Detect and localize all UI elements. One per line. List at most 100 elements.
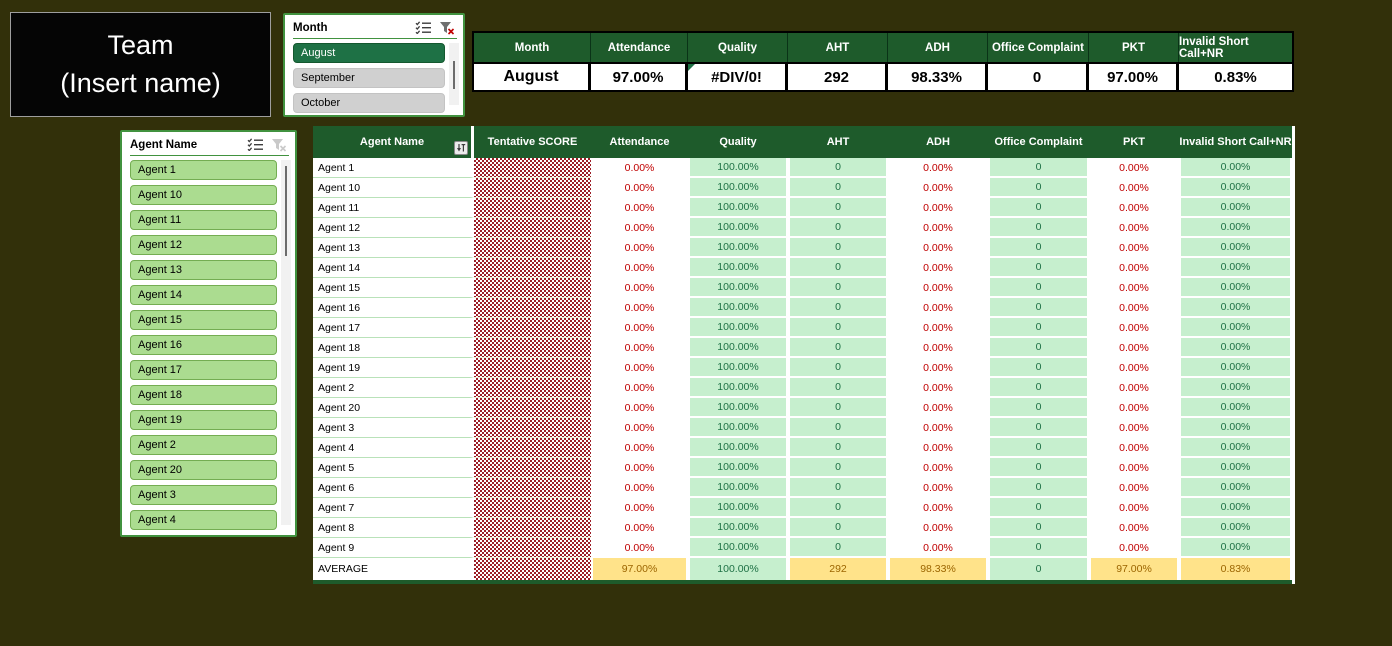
cell-invalid-short-call-nr[interactable]: 0.00% [1179,458,1292,478]
cell-quality[interactable]: 100.00% [688,538,788,558]
agent-slicer-item[interactable]: Agent 17 [130,360,277,380]
summary-value-cell[interactable]: 98.33% [888,64,988,90]
cell-attendance[interactable]: 0.00% [591,198,688,218]
cell-tentative-score[interactable] [474,378,591,398]
cell-attendance[interactable]: 0.00% [591,338,688,358]
cell-aht[interactable]: 0 [788,218,888,238]
cell-invalid-short-call-nr[interactable]: 0.00% [1179,358,1292,378]
cell-pkt[interactable]: 0.00% [1089,458,1179,478]
cell-invalid-short-call-nr[interactable]: 0.00% [1179,478,1292,498]
cell-pkt[interactable]: 0.00% [1089,518,1179,538]
cell-pkt[interactable]: 0.00% [1089,158,1179,178]
cell-quality[interactable]: 100.00% [688,338,788,358]
summary-value-cell[interactable]: 0.83% [1214,68,1257,86]
cell-agent-name[interactable]: Agent 18 [313,338,474,358]
agent-slicer-item[interactable]: Agent 2 [130,435,277,455]
cell-agent-name[interactable]: Agent 6 [313,478,474,498]
cell-quality[interactable]: 100.00% [688,298,788,318]
cell-attendance[interactable]: 0.00% [591,238,688,258]
cell-agent-name[interactable]: Agent 14 [313,258,474,278]
cell-office-complaint[interactable]: 0 [988,358,1089,378]
cell-quality[interactable]: 100.00% [688,278,788,298]
cell-adh[interactable]: 0.00% [888,498,988,518]
cell-office-complaint[interactable]: 0 [988,338,1089,358]
cell-invalid-short-call-nr[interactable]: 0.00% [1179,378,1292,398]
cell-agent-name[interactable]: Agent 16 [313,298,474,318]
cell-tentative-score[interactable] [474,398,591,418]
main-column-header[interactable]: Quality [688,126,788,158]
summary-value-cell[interactable]: 0 [988,64,1089,90]
cell-tentative-score[interactable] [474,178,591,198]
cell-office-complaint[interactable]: 0 [988,398,1089,418]
agent-slicer-item[interactable]: Agent 3 [130,485,277,505]
cell-attendance[interactable]: 0.00% [591,418,688,438]
cell-adh[interactable]: 0.00% [888,358,988,378]
cell-tentative-score[interactable] [474,278,591,298]
cell-aht[interactable]: 0 [788,438,888,458]
cell-agent-name[interactable]: Agent 11 [313,198,474,218]
cell-attendance[interactable]: 0.00% [591,378,688,398]
cell-quality[interactable]: 100.00% [688,258,788,278]
cell-aht[interactable]: 0 [788,478,888,498]
cell-attendance[interactable]: 0.00% [591,258,688,278]
cell-quality[interactable]: 100.00% [688,378,788,398]
clear-filter-icon[interactable] [437,20,457,35]
summary-value-cell[interactable]: 97.00% [591,64,688,90]
cell-agent-name[interactable]: Agent 12 [313,218,474,238]
cell-invalid-short-call-nr[interactable]: 0.00% [1179,538,1292,558]
month-slicer-scrollbar[interactable] [449,43,459,105]
summary-value-cell[interactable]: August [474,64,591,90]
cell-quality[interactable]: 100.00% [688,478,788,498]
cell-office-complaint[interactable]: 0 [988,498,1089,518]
cell-tentative-score[interactable] [474,258,591,278]
cell-invalid-short-call-nr[interactable]: 0.00% [1179,258,1292,278]
agent-slicer-item[interactable]: Agent 20 [130,460,277,480]
agent-slicer-item[interactable]: Agent 10 [130,185,277,205]
cell-aht[interactable]: 0 [788,318,888,338]
cell-agent-name[interactable]: Agent 9 [313,538,474,558]
cell-aht[interactable]: 0 [788,418,888,438]
cell-invalid-short-call-nr[interactable]: 0.00% [1179,218,1292,238]
cell-pkt[interactable]: 0.00% [1089,298,1179,318]
cell-invalid-short-call-nr[interactable]: 0.83% [1179,558,1292,580]
cell-aht[interactable]: 0 [788,238,888,258]
cell-pkt[interactable]: 0.00% [1089,538,1179,558]
cell-pkt[interactable]: 0.00% [1089,338,1179,358]
summary-column-header[interactable]: PKT [1089,33,1179,62]
agent-slicer-item[interactable]: Agent 15 [130,310,277,330]
cell-attendance[interactable]: 0.00% [591,478,688,498]
cell-office-complaint[interactable]: 0 [988,238,1089,258]
cell-agent-name[interactable]: AVERAGE [313,558,474,580]
cell-invalid-short-call-nr[interactable]: 0.00% [1179,318,1292,338]
cell-aht[interactable]: 0 [788,538,888,558]
cell-adh[interactable]: 0.00% [888,338,988,358]
cell-adh[interactable]: 0.00% [888,478,988,498]
cell-adh[interactable]: 98.33% [888,558,988,580]
summary-column-header[interactable]: Invalid Short Call+NR [1179,35,1249,60]
cell-office-complaint[interactable]: 0 [988,418,1089,438]
cell-attendance[interactable]: 0.00% [591,298,688,318]
summary-column-header[interactable]: ADH [888,33,988,62]
cell-quality[interactable]: 100.00% [688,398,788,418]
agent-slicer-item[interactable]: Agent 19 [130,410,277,430]
cell-pkt[interactable]: 0.00% [1089,198,1179,218]
cell-attendance[interactable]: 0.00% [591,398,688,418]
cell-pkt[interactable]: 0.00% [1089,258,1179,278]
cell-attendance[interactable]: 0.00% [591,498,688,518]
multi-select-icon[interactable] [245,137,265,152]
cell-agent-name[interactable]: Agent 19 [313,358,474,378]
cell-invalid-short-call-nr[interactable]: 0.00% [1179,418,1292,438]
cell-aht[interactable]: 0 [788,258,888,278]
summary-value-cell[interactable]: #DIV/0! [688,64,788,90]
cell-office-complaint[interactable]: 0 [988,258,1089,278]
cell-quality[interactable]: 100.00% [688,418,788,438]
month-slicer-scroll-thumb[interactable] [453,61,455,89]
month-slicer-item[interactable]: October [293,93,445,113]
cell-attendance[interactable]: 0.00% [591,518,688,538]
cell-agent-name[interactable]: Agent 15 [313,278,474,298]
main-column-header[interactable]: Attendance [591,126,688,158]
cell-agent-name[interactable]: Agent 4 [313,438,474,458]
cell-tentative-score[interactable] [474,538,591,558]
cell-adh[interactable]: 0.00% [888,458,988,478]
cell-tentative-score[interactable] [474,238,591,258]
